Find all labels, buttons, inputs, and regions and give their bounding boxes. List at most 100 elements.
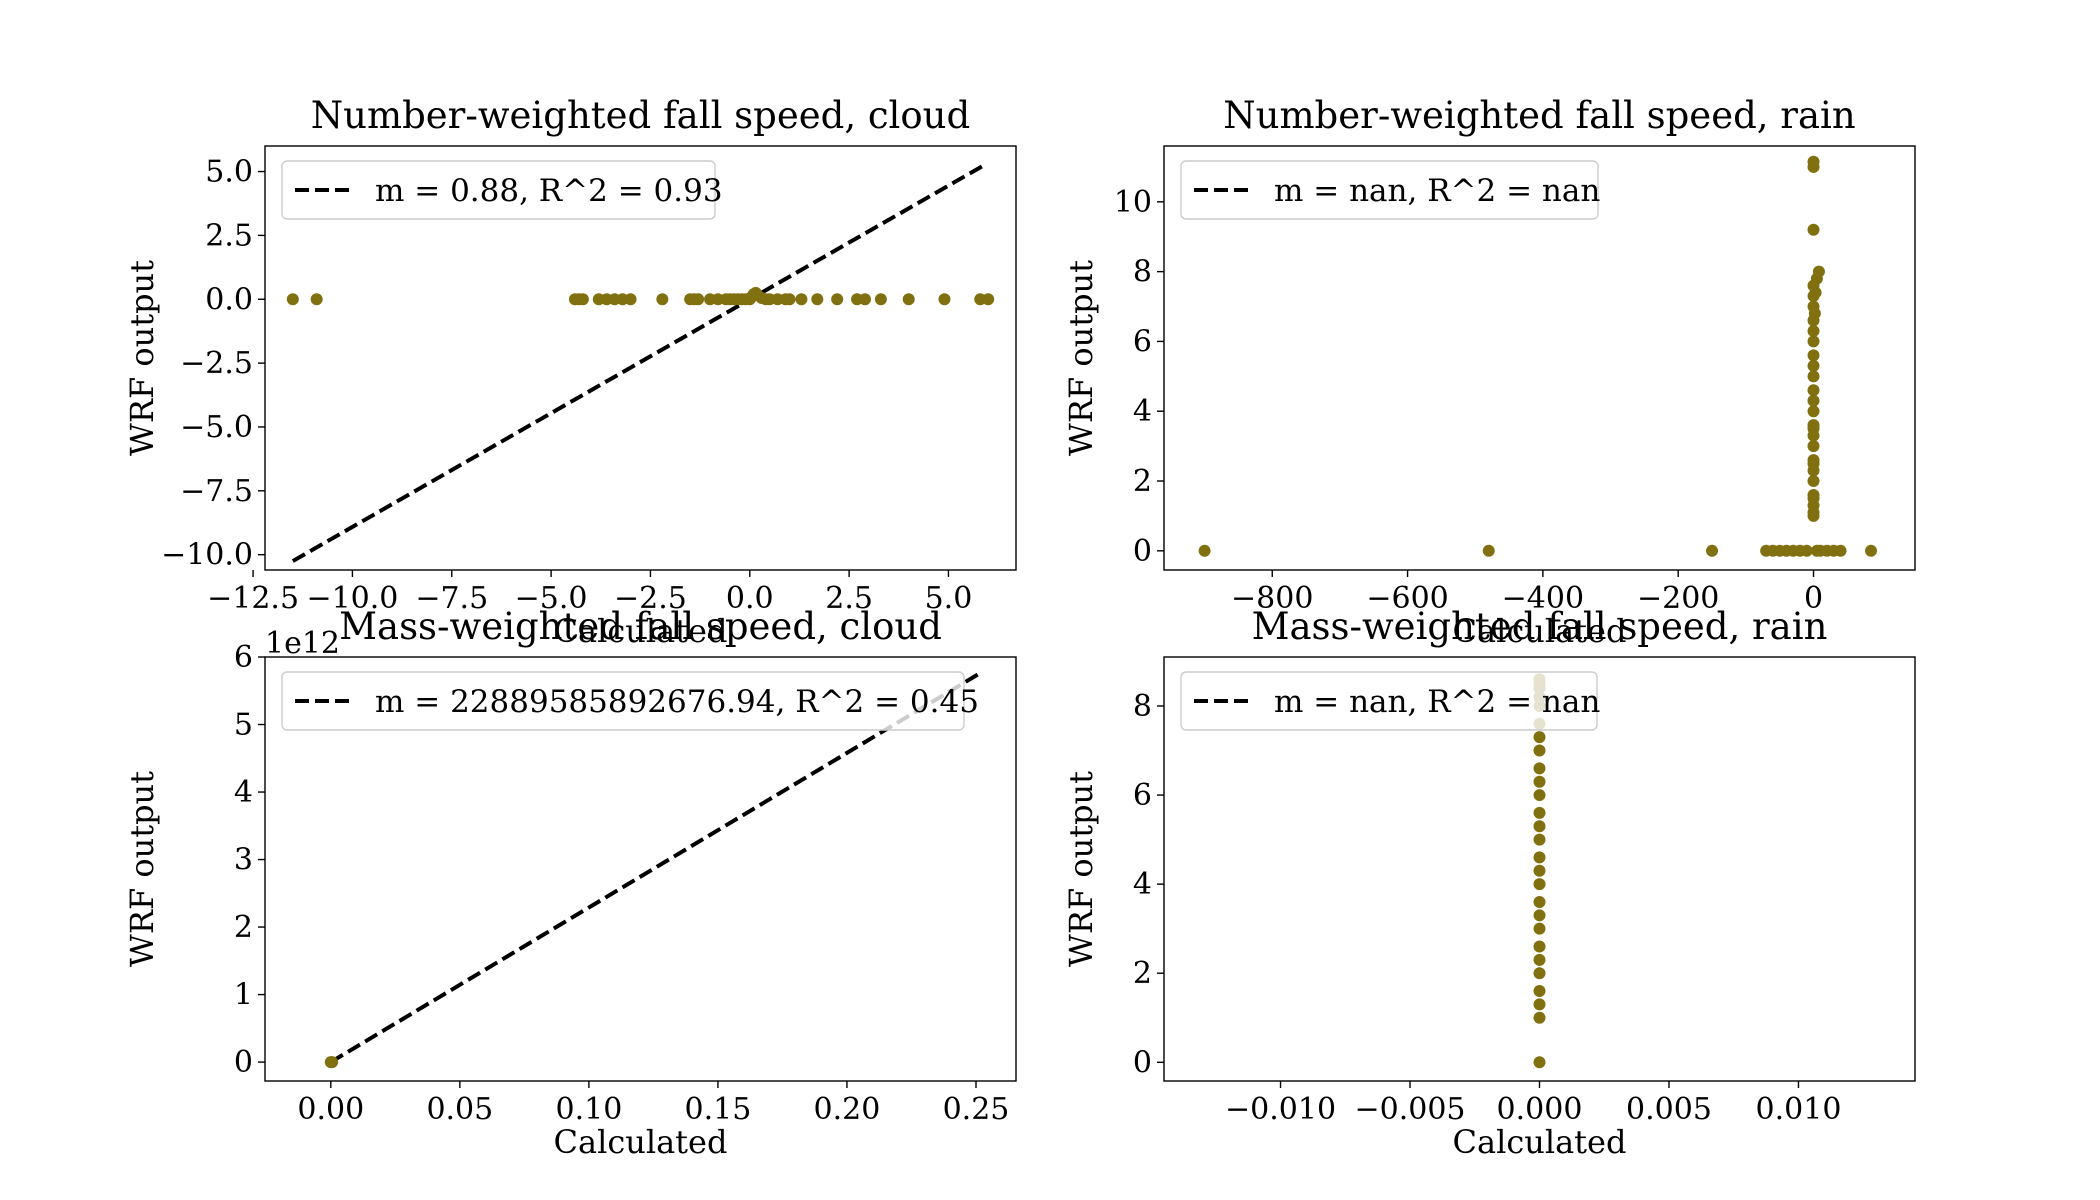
data-point xyxy=(1533,895,1546,908)
data-point xyxy=(656,293,669,306)
subplot-1: Number-weighted fall speed, cloud −12.5 −1… xyxy=(123,94,1017,650)
data-point xyxy=(1807,506,1820,519)
x-tick-label: −400 xyxy=(1502,581,1584,616)
y-tick-label: 8 xyxy=(1133,689,1152,724)
subplot-title: Number-weighted fall speed, cloud xyxy=(311,94,970,137)
legend-box xyxy=(1180,671,1598,731)
data-point xyxy=(1865,544,1878,557)
subplot-3: Mass-weighted fall speed, cloud 0.00 0.05 0… xyxy=(123,605,1017,1161)
data-point xyxy=(1533,878,1546,891)
data-point xyxy=(1533,820,1546,833)
data-point xyxy=(1533,909,1546,922)
y-tick-label: 0 xyxy=(1133,1045,1152,1080)
x-tick-label: −2.5 xyxy=(614,581,687,616)
data-point xyxy=(1807,349,1820,362)
x-tick-label: −7.5 xyxy=(415,581,488,616)
data-point xyxy=(1533,940,1546,953)
y-axis-label: WRF output xyxy=(123,260,161,456)
data-point xyxy=(576,293,589,306)
data-point xyxy=(938,293,951,306)
legend-box xyxy=(1180,160,1599,220)
plot-area xyxy=(1533,673,1546,1069)
plot-area xyxy=(286,163,995,563)
legend-box xyxy=(281,671,965,731)
data-point xyxy=(831,293,844,306)
y-tick-label: 2 xyxy=(234,910,253,945)
x-tick-label: 0.25 xyxy=(943,1092,1010,1127)
x-tick-label: −10.0 xyxy=(306,581,398,616)
y-tick-label: 3 xyxy=(234,843,253,878)
x-tick-label: 0.0 xyxy=(726,581,774,616)
x-axis-label: Calculated xyxy=(554,1123,728,1161)
x-tick-label: 0.10 xyxy=(555,1092,622,1127)
data-point xyxy=(1533,985,1546,998)
x-tick-label: 0.000 xyxy=(1497,1092,1583,1127)
data-point xyxy=(1807,384,1820,397)
legend-label: m = nan, R^2 = nan xyxy=(1274,684,1600,720)
data-point xyxy=(1533,967,1546,980)
y-axis-label: WRF output xyxy=(1062,771,1100,967)
data-point xyxy=(1807,440,1820,453)
data-point xyxy=(1533,953,1546,966)
axes-frame xyxy=(1163,145,1916,571)
x-axis-label: Calculated xyxy=(554,612,728,650)
data-point xyxy=(1807,457,1820,470)
subplot-title: Mass-weighted fall speed, cloud xyxy=(339,605,942,648)
data-point xyxy=(1482,544,1495,557)
data-point xyxy=(1807,324,1820,337)
data-point xyxy=(1533,998,1546,1011)
y-axis-label: WRF output xyxy=(123,771,161,967)
data-point xyxy=(1533,762,1546,775)
y-tick-label: 10 xyxy=(1114,185,1152,220)
data-point xyxy=(1807,475,1820,488)
data-point xyxy=(1533,851,1546,864)
data-point xyxy=(982,293,995,306)
data-point xyxy=(1533,731,1546,744)
y-tick-label: −2.5 xyxy=(180,346,253,381)
axes-frame xyxy=(264,656,1017,1082)
legend: m = nan, R^2 = nan xyxy=(1180,160,1600,220)
data-point xyxy=(1800,544,1813,557)
data-point xyxy=(859,293,872,306)
data-point xyxy=(795,293,808,306)
y-tick-label: 8 xyxy=(1133,255,1152,290)
data-point xyxy=(1533,833,1546,846)
data-point xyxy=(1533,864,1546,877)
data-point xyxy=(902,293,915,306)
y-tick-label: 5.0 xyxy=(205,155,253,190)
x-axis-label: Calculated xyxy=(1453,612,1627,650)
y-axis-label: WRF output xyxy=(1062,260,1100,456)
data-point xyxy=(1533,744,1546,757)
y-tick-label: 6 xyxy=(1133,778,1152,813)
x-axis-label: Calculated xyxy=(1453,1123,1627,1161)
x-tick-label: 2.5 xyxy=(825,581,873,616)
y-tick-label: 4 xyxy=(1133,867,1152,902)
x-tick-label: 0.20 xyxy=(814,1092,881,1127)
data-point xyxy=(811,293,824,306)
x-tick-label: −200 xyxy=(1637,581,1719,616)
subplot-title: Mass-weighted fall speed, rain xyxy=(1252,605,1828,648)
data-point xyxy=(1807,405,1820,418)
x-tick-label: −800 xyxy=(1231,581,1313,616)
data-point xyxy=(1533,789,1546,802)
x-tick-label: 0 xyxy=(1804,581,1823,616)
data-point xyxy=(1533,806,1546,819)
legend-label: m = 22889585892676.94, R^2 = 0.45 xyxy=(375,684,979,720)
y-tick-label: 4 xyxy=(1133,394,1152,429)
data-point xyxy=(1834,544,1847,557)
data-point xyxy=(1807,335,1820,348)
plot-area xyxy=(1198,155,1878,557)
axes-frame xyxy=(1163,656,1916,1082)
data-point xyxy=(1808,307,1821,320)
data-point xyxy=(1807,223,1820,236)
subplot-2: Number-weighted fall speed, rain −800 −600… xyxy=(1062,94,1916,650)
x-tick-label: −12.5 xyxy=(207,581,299,616)
y-offset-label: 1e12 xyxy=(265,626,340,661)
x-tick-label: −0.005 xyxy=(1355,1092,1466,1127)
x-tick-label: 0.005 xyxy=(1626,1092,1712,1127)
x-tick-label: 0.010 xyxy=(1756,1092,1842,1127)
data-point xyxy=(624,293,637,306)
data-point xyxy=(1807,155,1820,168)
